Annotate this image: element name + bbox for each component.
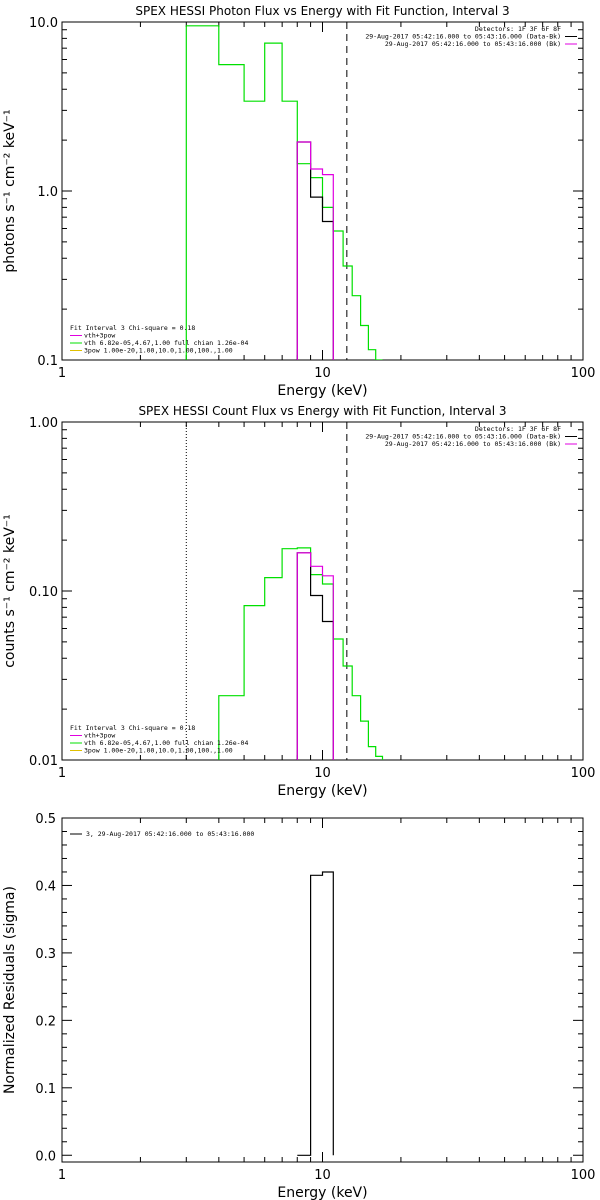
detector-legend-entry: 29-Aug-2017 05:42:16.000 to 05:43:16.000…: [385, 40, 561, 48]
x-tick-label: 10: [314, 1168, 331, 1183]
fit-legend-entry: vth 6.82e-05,4.67,1.00 full chian 1.26e-…: [84, 339, 248, 347]
series-line-1: [297, 871, 334, 1156]
x-tick-label: 1: [58, 1168, 66, 1183]
y-tick-label: 0.01: [29, 754, 58, 769]
x-axis-label: Energy (keV): [277, 383, 367, 399]
y-tick-label: 0.0: [35, 1149, 56, 1164]
chart-panel-3: 1 10 100 0.0 0.1 0.2 0.3 0.4 0.5 Energy (keV) Norm…: [2, 812, 595, 1200]
x-tick-label: 100: [571, 366, 596, 381]
chart-panel-1: 1 10 100 0.1 1.0 10.0 SPEX HESSI Photon Flux v…: [2, 4, 595, 399]
series-line-1: [218, 547, 384, 760]
y-tick-label: 0.4: [35, 879, 56, 894]
x-axis-label: Energy (keV): [277, 1185, 367, 1200]
x-tick-label: 100: [571, 1168, 596, 1183]
series-line-1: [185, 25, 383, 360]
y-tick-label: 0.3: [35, 947, 56, 962]
chart-panel-2: 1 10 100 0.01 0.10 1.00 SPEX HESSI Count Flux …: [2, 404, 595, 799]
fit-legend-entry: 3pow 1.00e-20,1.00,10.0,1.00,100.,1.00: [84, 747, 233, 755]
fit-legend-entry: vth 6.82e-05,4.67,1.00 full chian 1.26e-…: [84, 739, 248, 747]
chart-title: SPEX HESSI Photon Flux vs Energy with Fi…: [135, 4, 509, 18]
fit-legend-entry: 3pow 1.00e-20,1.00,10.0,1.00,100.,1.00: [84, 347, 233, 355]
y-axis-label: photons s⁻¹ cm⁻² keV⁻¹: [2, 109, 18, 272]
y-tick-label: 0.2: [35, 1014, 56, 1029]
y-tick-label: 1.0: [37, 185, 58, 200]
detector-legend-entry: 29-Aug-2017 05:42:16.000 to 05:43:16.000…: [365, 433, 561, 441]
fit-legend-entry: Fit Interval 3 Chi-square = 0.18: [70, 324, 195, 332]
x-tick-label: 1: [58, 766, 66, 781]
y-axis-label: Normalized Residuals (sigma): [2, 886, 18, 1094]
y-tick-label: 0.1: [37, 354, 58, 369]
x-tick-label: 10: [314, 766, 331, 781]
detector-legend-entry: 29-Aug-2017 05:42:16.000 to 05:43:16.000…: [385, 440, 561, 448]
y-tick-label: 0.1: [35, 1082, 56, 1097]
fit-legend-entry: vth+3pow: [84, 732, 115, 740]
chart-title: SPEX HESSI Count Flux vs Energy with Fit…: [138, 404, 506, 418]
y-tick-label: 0.5: [35, 812, 56, 827]
plot-frame: [61, 817, 584, 1163]
x-tick-label: 1: [58, 366, 66, 381]
detector-legend-entry: Detectors: 1F 3F 6F 8F: [475, 425, 561, 433]
y-tick-label: 0.10: [29, 585, 58, 600]
fit-legend-entry: vth+3pow: [84, 332, 115, 340]
detector-legend-entry: 29-Aug-2017 05:42:16.000 to 05:43:16.000…: [365, 33, 561, 41]
x-tick-label: 10: [314, 366, 331, 381]
series-line-3: [296, 552, 334, 760]
x-axis-label: Energy (keV): [277, 783, 367, 799]
detector-legend-entry: Detectors: 1F 3F 6F 8F: [475, 25, 561, 33]
plot-frame: [61, 421, 584, 761]
y-tick-label: 1.00: [29, 416, 58, 431]
fit-legend-entry: Fit Interval 3 Chi-square = 0.18: [70, 724, 195, 732]
y-tick-label: 10.0: [29, 16, 58, 31]
x-tick-label: 100: [571, 766, 596, 781]
y-axis-label: counts s⁻¹ cm⁻² keV⁻¹: [2, 514, 18, 668]
series-line-3: [296, 141, 334, 360]
residual-legend-entry: 3, 29-Aug-2017 05:42:16.000 to 05:43:16.…: [86, 830, 254, 838]
